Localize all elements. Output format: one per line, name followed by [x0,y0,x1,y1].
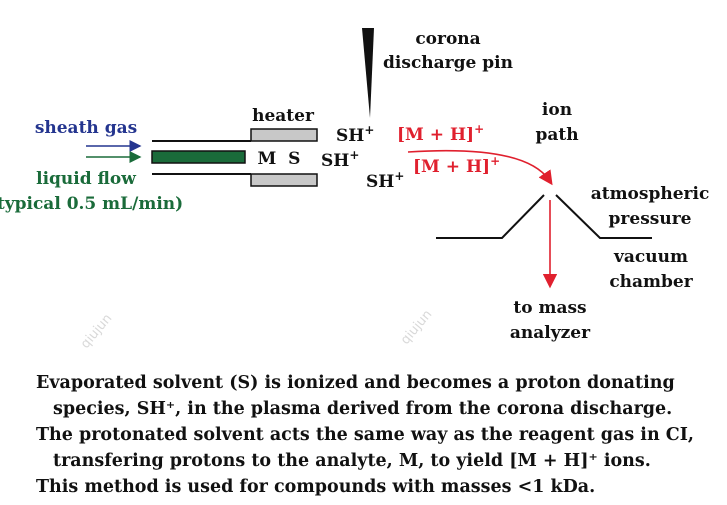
heater-top [250,128,318,142]
ion-path-label-line2: path [535,125,578,145]
sheath-gas-label: sheath gas [35,118,137,138]
ion-path-label-line1: ion [542,100,572,120]
heater-bottom [250,173,318,187]
ion-path-arrow [407,149,553,186]
corona-discharge-pin [362,28,374,118]
sh-ion-1: SH+ [336,123,374,146]
mh-ion-2: [M + H]+ [413,154,500,177]
corona-label-line1: corona [415,29,480,49]
interface-left [436,194,545,239]
atmospheric-label-line1: atmospheric [591,184,710,204]
caption-line-5: This method is used for compounds with m… [36,477,596,497]
caption-line-2: species, SH⁺, in the plasma derived from… [53,399,673,419]
caption-line-3: The protonated solvent acts the same way… [36,425,694,445]
heater-label: heater [252,106,315,126]
analyzer-label-line2: analyzer [510,323,591,343]
corona-label-line2: discharge pin [383,53,513,73]
liquid-capillary [151,150,246,164]
atmospheric-label-line2: pressure [609,209,692,229]
mh-ion-1: [M + H]+ [397,122,484,145]
caption: Evaporated solvent (S) is ionized and be… [36,370,721,500]
caption-line-1: Evaporated solvent (S) is ionized and be… [36,373,675,393]
vacuum-label-line2: chamber [609,272,693,292]
vacuum-label-line1: vacuum [613,247,688,267]
caption-line-4: transfering protons to the analyte, M, t… [53,451,651,471]
liquid-flow-label: liquid flow [36,169,136,189]
apci-source-diagram: corona discharge pin heater M S sheath g… [0,28,710,343]
interface-right [555,194,652,239]
flow-rate-label: (typical 0.5 mL/min) [0,194,183,214]
analyzer-label-line1: to mass [513,298,586,318]
ms-label: M S [258,149,301,169]
sh-ion-3: SH+ [366,169,404,192]
sh-ion-2: SH+ [321,148,359,171]
